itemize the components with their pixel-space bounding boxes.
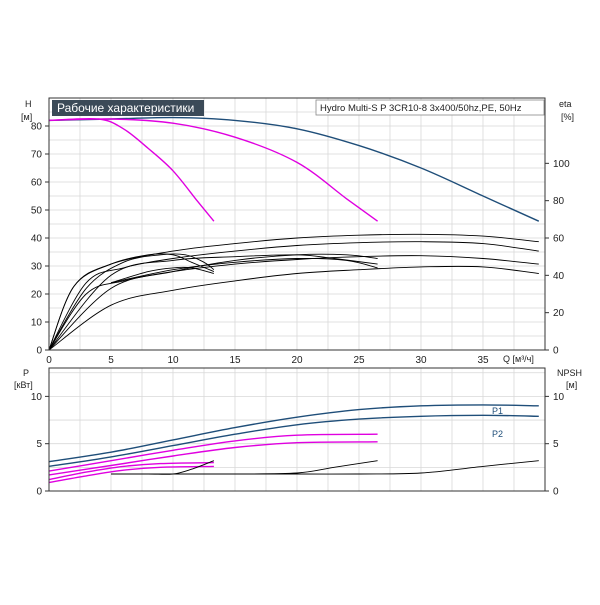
series-line-eta-3 xyxy=(48,241,539,351)
y-right-tick-label: 0 xyxy=(553,487,559,498)
x-tick-label: 35 xyxy=(477,355,489,366)
y-right-tick-label: 10 xyxy=(553,392,565,403)
y-right-tick-label: 0 xyxy=(553,346,559,357)
y-tick-label: 50 xyxy=(31,206,43,217)
series-line-H1 xyxy=(48,116,540,222)
x-tick-label: 25 xyxy=(353,355,365,366)
x-tick-label: 0 xyxy=(46,355,52,366)
bottom-plot-frame xyxy=(48,367,546,492)
power-axis-unit: [кВт] xyxy=(14,380,33,390)
series-line-P1 xyxy=(48,404,539,463)
series-label-p1: P1 xyxy=(492,406,503,416)
y-right-tick-label: 40 xyxy=(553,271,565,282)
y-tick-label: 30 xyxy=(31,262,43,273)
y-tick-label: 0 xyxy=(36,346,42,357)
top-curves xyxy=(48,116,540,351)
y-tick-label: 40 xyxy=(31,234,43,245)
x-tick-label: 15 xyxy=(229,355,241,366)
y-right-tick-label: 5 xyxy=(553,439,559,450)
series-line-eta-1 xyxy=(48,265,539,351)
x-tick-label: 5 xyxy=(108,355,114,366)
bottom-right-tick-labels: 0 5 10 xyxy=(545,392,565,498)
npsh-axis-label: NPSH xyxy=(557,368,582,378)
series-line-eta-10 xyxy=(110,257,378,284)
y-tick-label: 20 xyxy=(31,290,43,301)
title-box xyxy=(52,100,204,116)
subtitle-box xyxy=(315,99,545,116)
y-axis-unit: [м] xyxy=(21,112,32,122)
y-tick-label: 10 xyxy=(31,318,43,329)
y-tick-label: 70 xyxy=(31,150,43,161)
y-axis-label: H xyxy=(25,99,32,109)
x-tick-label: 30 xyxy=(415,355,427,366)
series-line-eta-8 xyxy=(48,253,378,351)
head-efficiency-panel: 0 10 20 30 40 50 60 70 80 0 20 40 60 80 100 0 5 10 15 20 2… xyxy=(21,97,574,366)
top-right-tick-labels: 0 20 40 60 80 100 xyxy=(545,159,570,357)
series-line-eta-5 xyxy=(110,266,215,284)
series-label-p2: P2 xyxy=(492,429,503,439)
x-axis-label: Q [м³/ч] xyxy=(503,354,534,364)
bottom-left-tick-labels: 0 5 10 xyxy=(31,392,49,498)
power-npsh-panel: 0 5 10 0 5 10 P [кВт] NPSH [м] P1 P2 xyxy=(14,367,582,498)
y-tick-label: 10 xyxy=(31,392,43,403)
series-line-P-m2 xyxy=(48,441,378,476)
series-line-NPSH-3 xyxy=(111,460,215,475)
series-line-eta-2 xyxy=(48,255,539,351)
power-axis-label: P xyxy=(23,368,29,378)
y-right-tick-label: 80 xyxy=(553,196,565,207)
y-right-tick-label: 100 xyxy=(553,159,570,170)
series-line-P-m1 xyxy=(48,433,378,472)
top-grid xyxy=(49,98,545,350)
x-tick-label: 20 xyxy=(291,355,303,366)
series-line-P-m3 xyxy=(48,461,214,481)
series-line-eta-6 xyxy=(48,253,215,351)
y-right-axis-label: eta xyxy=(559,99,572,109)
npsh-axis-unit: [м] xyxy=(566,380,577,390)
x-tick-labels: 0 5 10 15 20 25 30 35 xyxy=(46,355,489,366)
series-line-H2 xyxy=(48,118,379,222)
series-line-H3 xyxy=(48,117,215,222)
y-right-tick-label: 60 xyxy=(553,234,565,245)
x-tick-label: 10 xyxy=(167,355,179,366)
top-plot-frame xyxy=(48,97,546,351)
series-line-eta-7 xyxy=(48,253,215,351)
y-right-axis-unit: [%] xyxy=(561,112,574,122)
y-tick-label: 80 xyxy=(31,122,43,133)
series-line-P-m4 xyxy=(48,465,214,484)
bottom-curves xyxy=(48,404,539,484)
y-tick-label: 0 xyxy=(36,487,42,498)
chart-title: Рабочие характеристики xyxy=(57,101,194,115)
series-line-eta-9 xyxy=(48,254,378,351)
y-tick-label: 5 xyxy=(36,439,42,450)
y-right-tick-label: 20 xyxy=(553,308,565,319)
bottom-grid xyxy=(49,368,545,491)
y-tick-label: 60 xyxy=(31,178,43,189)
top-left-tick-labels: 0 10 20 30 40 50 60 70 80 xyxy=(31,122,49,357)
series-line-P2 xyxy=(48,414,539,468)
chart-subtitle: Hydro Multi-S P 3CR10-8 3x400/50hz,PE, 5… xyxy=(320,103,522,114)
